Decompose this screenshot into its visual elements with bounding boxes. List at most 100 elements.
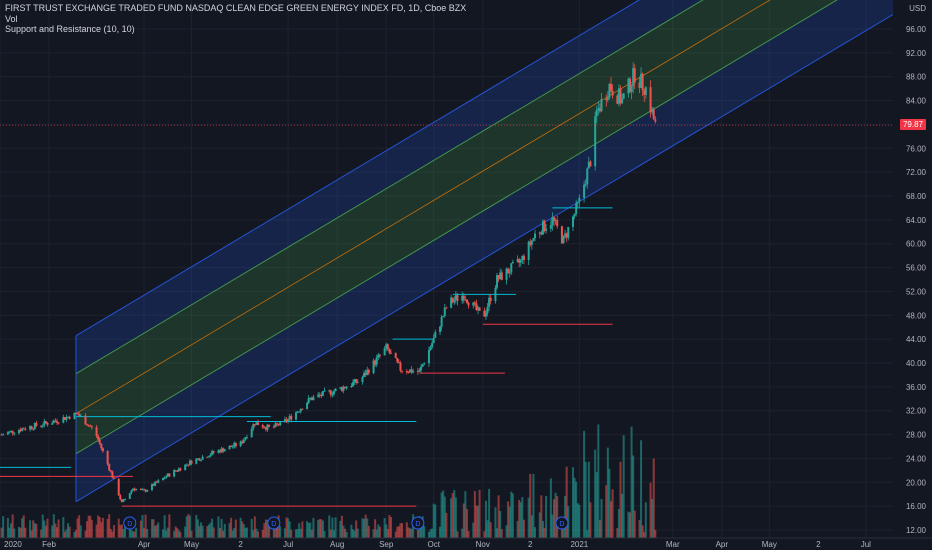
candle-body <box>501 273 503 280</box>
candle-body <box>251 429 253 437</box>
volume-bar <box>224 524 226 538</box>
candle-body <box>428 350 430 363</box>
candle-body <box>2 434 4 435</box>
candle-body <box>479 307 481 310</box>
candle-body <box>122 500 124 502</box>
candle-body <box>213 451 215 453</box>
candle-body <box>610 84 612 91</box>
candle-body <box>466 300 468 303</box>
price-axis-label: 96.00 <box>906 25 927 34</box>
candle-body <box>335 389 337 391</box>
candle-body <box>594 116 596 166</box>
volume-bar <box>91 520 93 538</box>
volume-bar <box>113 525 115 538</box>
candle-body <box>350 386 352 387</box>
volume-bar <box>501 529 503 538</box>
price-axis-label: 48.00 <box>906 311 927 320</box>
time-axis-label: Nov <box>476 540 490 549</box>
chart-legend: FIRST TRUST EXCHANGE TRADED FUND NASDAQ … <box>5 3 466 35</box>
candle-body <box>86 424 88 425</box>
candle-body <box>634 68 636 82</box>
volume-bar <box>612 489 614 538</box>
candle-body <box>623 93 625 98</box>
symbol-title[interactable]: FIRST TRUST EXCHANGE TRADED FUND NASDAQ … <box>5 3 466 14</box>
time-axis-label: 2 <box>528 540 533 549</box>
candle-body <box>331 394 333 395</box>
support-resistance-indicator-label[interactable]: Support and Resistance (10, 10) <box>5 24 466 35</box>
candle-body <box>406 371 408 372</box>
candle-body <box>361 377 363 382</box>
candle-body <box>512 262 514 263</box>
volume-indicator-label[interactable]: Vol <box>5 14 466 25</box>
price-axis-label: 84.00 <box>906 97 927 106</box>
price-axis-label: 40.00 <box>906 359 927 368</box>
candle-body <box>550 225 552 229</box>
volume-bar <box>578 505 580 538</box>
price-axis-label: 12.00 <box>906 526 927 535</box>
volume-bar <box>35 524 37 538</box>
volume-bar <box>585 462 587 538</box>
volume-bar <box>13 529 15 538</box>
candle-body <box>7 432 9 434</box>
candle-body <box>572 216 574 227</box>
candle-body <box>301 409 303 410</box>
candle-body <box>179 468 181 470</box>
candle-body <box>567 227 569 238</box>
candle-body <box>208 456 210 457</box>
candle-body <box>578 198 580 202</box>
volume-bar <box>80 526 82 538</box>
candle-body <box>46 423 48 425</box>
candle-body <box>232 447 234 448</box>
candle-body <box>430 347 432 350</box>
candle-body <box>434 332 436 338</box>
volume-bar <box>634 511 636 538</box>
candle-body <box>100 444 102 449</box>
candle-body <box>287 419 289 421</box>
candle-body <box>456 295 458 301</box>
time-axis-label: May <box>762 540 777 549</box>
candle-body <box>577 202 579 204</box>
time-axis-label: Mar <box>666 540 680 549</box>
candle-body <box>97 436 99 440</box>
candle-body <box>84 416 86 425</box>
candle-body <box>490 298 492 301</box>
candle-body <box>268 425 270 427</box>
time-axis-label: 2 <box>816 540 821 549</box>
volume-bar <box>456 531 458 538</box>
time-axis-label: 2 <box>238 540 243 549</box>
candle-body <box>322 391 324 396</box>
price-axis-label: 52.00 <box>906 287 927 296</box>
candle-body <box>420 367 422 370</box>
candle-body <box>99 440 101 444</box>
candle-body <box>45 421 47 423</box>
price-axis-label: 24.00 <box>906 454 927 463</box>
candle-body <box>111 472 113 478</box>
volume-bar <box>323 531 325 538</box>
volume-bar <box>346 532 348 538</box>
volume-bar <box>246 528 248 538</box>
volume-bar <box>235 520 237 538</box>
volume-bar <box>490 522 492 538</box>
candle-body <box>621 99 623 103</box>
candle-body <box>612 91 614 96</box>
candle-body <box>532 238 534 241</box>
candle-body <box>463 296 465 300</box>
candle-body <box>78 414 80 416</box>
volume-bar <box>589 502 591 538</box>
candle-body <box>235 443 237 446</box>
candle-body <box>531 241 533 245</box>
candle-body <box>520 260 522 263</box>
volume-bar <box>423 526 425 538</box>
price-axis-label: 44.00 <box>906 335 927 344</box>
candle-body <box>487 307 489 313</box>
price-axis-label: 72.00 <box>906 168 927 177</box>
volume-bar <box>168 514 170 538</box>
candle-body <box>442 316 444 317</box>
volume-bar <box>290 530 292 538</box>
candle-body <box>102 448 104 451</box>
candle-body <box>444 308 446 316</box>
candle-body <box>157 480 159 482</box>
candle-body <box>368 370 370 373</box>
